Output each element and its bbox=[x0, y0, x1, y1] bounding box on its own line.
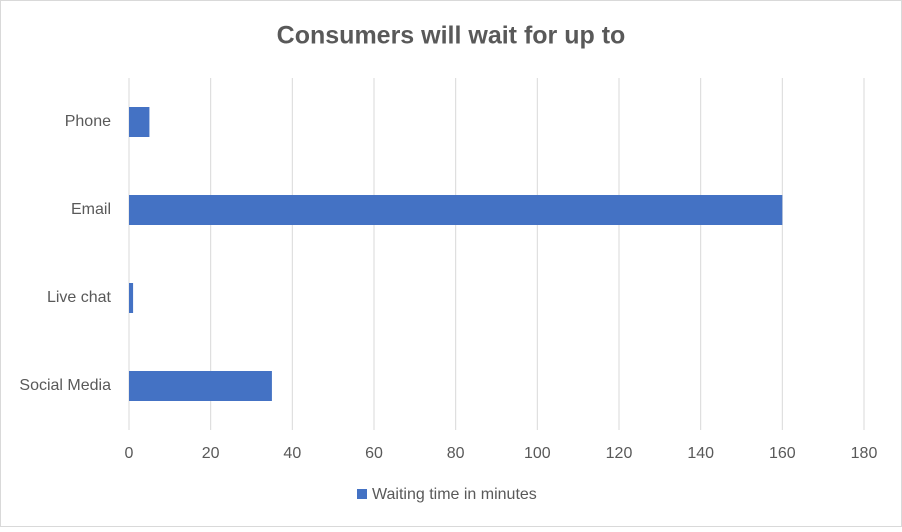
bar bbox=[129, 107, 150, 137]
legend-swatch bbox=[357, 489, 367, 499]
bar bbox=[129, 371, 272, 401]
x-tick-label: 0 bbox=[125, 445, 134, 462]
legend-label: Waiting time in minutes bbox=[372, 486, 537, 503]
x-tick-label: 120 bbox=[606, 445, 633, 462]
chart-title: Consumers will wait for up to bbox=[277, 22, 626, 50]
y-tick-label: Live chat bbox=[47, 289, 112, 306]
y-tick-label: Phone bbox=[65, 113, 111, 130]
x-tick-label: 160 bbox=[769, 445, 796, 462]
x-tick-label: 100 bbox=[524, 445, 551, 462]
bar bbox=[129, 283, 134, 313]
x-tick-label: 20 bbox=[202, 445, 220, 462]
x-tick-label: 40 bbox=[283, 445, 301, 462]
x-tick-label: 140 bbox=[687, 445, 714, 462]
bar bbox=[129, 195, 783, 225]
y-tick-label: Social Media bbox=[19, 377, 111, 394]
x-tick-label: 80 bbox=[447, 445, 465, 462]
x-tick-label: 180 bbox=[851, 445, 878, 462]
y-tick-label: Email bbox=[71, 201, 111, 218]
x-tick-label: 60 bbox=[365, 445, 383, 462]
